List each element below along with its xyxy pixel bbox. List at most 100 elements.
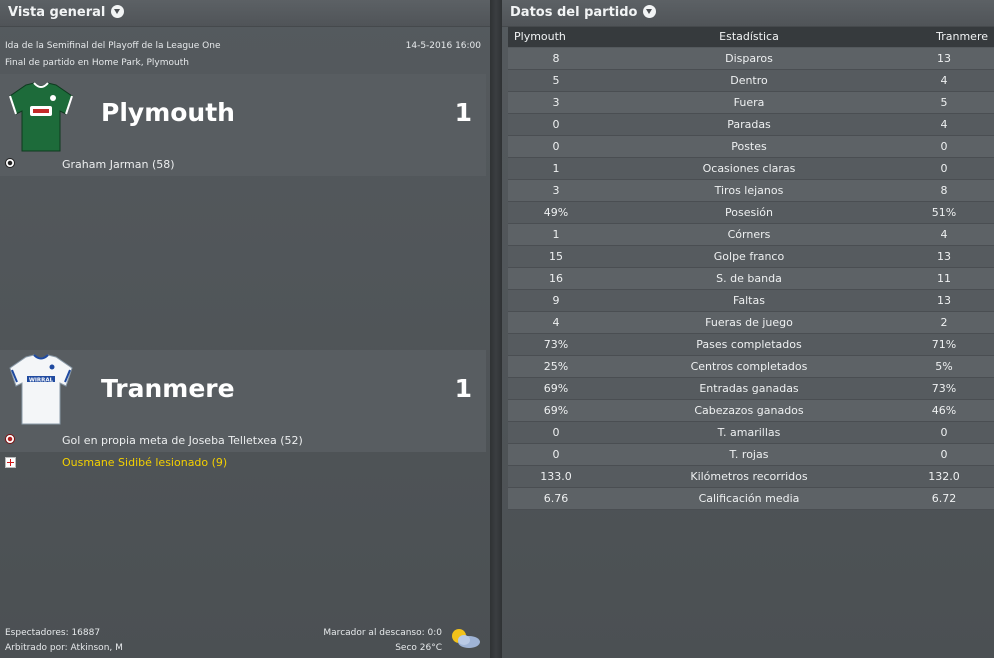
stat-label: Postes (731, 140, 767, 153)
column-header-home[interactable]: Plymouth (514, 30, 566, 43)
match-stats-panel: Datos del partido Plymouth Estadística T… (502, 0, 994, 658)
away-event-own-goal[interactable]: Gol en propia meta de Joseba Telletxea (… (62, 434, 303, 447)
away-stat-value: 73% (931, 382, 957, 395)
table-row: 8 Disparos 13 (508, 48, 994, 70)
table-row: 5 Dentro 4 (508, 70, 994, 92)
away-stat-value: 71% (931, 338, 957, 351)
table-row: 9 Faltas 13 (508, 290, 994, 312)
table-row: 69% Entradas ganadas 73% (508, 378, 994, 400)
stat-label: Centros completados (690, 360, 808, 373)
home-stat-value: 5 (552, 74, 560, 87)
stat-label: Fuera (733, 96, 765, 109)
competition-label: Ida de la Semifinal del Playoff de la Le… (5, 41, 221, 51)
away-shirt-icon: WIRRAL (9, 354, 73, 425)
weather-label: Seco 26°C (395, 643, 442, 653)
injury-icon (5, 457, 16, 468)
home-stat-value: 3 (552, 96, 560, 109)
match-stats-title: Datos del partido (510, 5, 638, 20)
panel-divider[interactable] (490, 0, 502, 658)
away-stat-value: 0 (940, 448, 948, 461)
stat-label: Pases completados (696, 338, 802, 351)
column-header-stat[interactable]: Estadística (719, 30, 779, 43)
venue-label: Final de partido en Home Park, Plymouth (5, 58, 189, 68)
home-stat-value: 0 (552, 448, 560, 461)
table-row: 1 Ocasiones claras 0 (508, 158, 994, 180)
table-row: 25% Centros completados 5% (508, 356, 994, 378)
table-row: 0 T. rojas 0 (508, 444, 994, 466)
stat-label: Paradas (727, 118, 771, 131)
match-stats-header[interactable]: Datos del partido (502, 0, 994, 27)
table-row: 133.0 Kilómetros recorridos 132.0 (508, 466, 994, 488)
home-team-block: Plymouth 1 Graham Jarman (58) (0, 74, 486, 176)
away-stat-value: 0 (940, 162, 948, 175)
home-stat-value: 15 (549, 250, 563, 263)
halftime-score: Marcador al descanso: 0:0 (323, 628, 442, 638)
away-stat-value: 0 (940, 140, 948, 153)
away-event-injury[interactable]: Ousmane Sidibé lesionado (9) (62, 456, 228, 469)
table-row: 0 T. amarillas 0 (508, 422, 994, 444)
overview-header[interactable]: Vista general (0, 0, 490, 27)
table-row: 15 Golpe franco 13 (508, 246, 994, 268)
home-stat-value: 4 (552, 316, 560, 329)
own-goal-icon (5, 434, 15, 444)
stat-label: Posesión (725, 206, 773, 219)
table-row: 0 Postes 0 (508, 136, 994, 158)
away-stat-value: 4 (940, 118, 948, 131)
away-team-score: 1 (454, 374, 472, 403)
away-stat-value: 5 (940, 96, 948, 109)
sun-cloud-icon (452, 629, 480, 648)
stat-label: T. amarillas (717, 426, 781, 439)
stat-label: Córners (727, 228, 771, 241)
away-stat-value: 46% (931, 404, 957, 417)
attendance-label: Espectadores: 16887 (5, 628, 101, 638)
home-stat-value: 9 (552, 294, 560, 307)
table-row: 6.76 Calificación media 6.72 (508, 488, 994, 510)
stat-label: S. de banda (716, 272, 782, 285)
stat-label: Disparos (725, 52, 773, 65)
table-row: 3 Fuera 5 (508, 92, 994, 114)
table-row: 1 Córners 4 (508, 224, 994, 246)
table-row: 69% Cabezazos ganados 46% (508, 400, 994, 422)
stat-label: Ocasiones claras (702, 162, 796, 175)
away-stat-value: 2 (940, 316, 948, 329)
svg-text:WIRRAL: WIRRAL (29, 378, 54, 384)
away-stat-value: 13 (937, 52, 951, 65)
referee-label: Arbitrado por: Atkinson, M (5, 643, 123, 653)
stat-label: Cabezazos ganados (694, 404, 804, 417)
stat-label: Tiros lejanos (714, 184, 784, 197)
stat-label: Kilómetros recorridos (690, 470, 808, 483)
home-shirt-icon (9, 82, 73, 152)
home-stat-value: 69% (543, 382, 569, 395)
home-stat-value: 6.76 (543, 492, 569, 505)
match-datetime: 14-5-2016 16:00 (405, 41, 481, 51)
table-row: 16 S. de banda 11 (508, 268, 994, 290)
stat-label: Dentro (730, 74, 768, 87)
column-header-away[interactable]: Tranmere (936, 30, 988, 43)
table-row: 4 Fueras de juego 2 (508, 312, 994, 334)
away-stat-value: 132.0 (928, 470, 960, 483)
home-stat-value: 1 (552, 162, 560, 175)
away-stat-value: 13 (937, 294, 951, 307)
away-stat-value: 5% (935, 360, 953, 373)
table-row: 73% Pases completados 71% (508, 334, 994, 356)
away-stat-value: 6.72 (931, 492, 957, 505)
home-event-goal[interactable]: Graham Jarman (58) (62, 158, 175, 171)
home-team-score: 1 (454, 98, 472, 127)
away-stat-value: 4 (940, 228, 948, 241)
stat-label: Entradas ganadas (699, 382, 799, 395)
away-team-name[interactable]: Tranmere (101, 374, 235, 403)
home-stat-value: 16 (549, 272, 563, 285)
away-stat-value: 13 (937, 250, 951, 263)
home-stat-value: 25% (543, 360, 569, 373)
stat-label: T. rojas (729, 448, 769, 461)
home-stat-value: 0 (552, 118, 560, 131)
away-stat-value: 0 (940, 426, 948, 439)
stat-label: Faltas (733, 294, 765, 307)
home-team-name[interactable]: Plymouth (101, 98, 235, 127)
chevron-down-icon[interactable] (643, 5, 657, 18)
home-stat-value: 3 (552, 184, 560, 197)
table-row: 49% Posesión 51% (508, 202, 994, 224)
ball-icon (5, 158, 15, 168)
chevron-down-icon[interactable] (110, 5, 124, 18)
stat-label: Fueras de juego (705, 316, 793, 329)
